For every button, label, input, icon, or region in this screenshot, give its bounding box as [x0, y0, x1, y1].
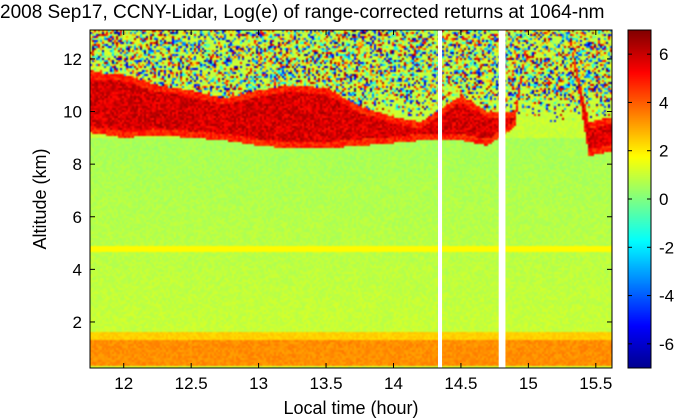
x-tick-label: 12.5: [175, 374, 208, 393]
x-tick-label: 13.5: [309, 374, 342, 393]
y-tick-label: 6: [73, 208, 82, 227]
x-tick-label: 14.5: [444, 374, 477, 393]
data-gap: [498, 30, 506, 368]
y-tick-label: 8: [73, 155, 82, 174]
colorbar-tick-label: -2: [659, 238, 674, 257]
y-axis-label: Altitude (km): [30, 148, 50, 249]
plot-area: 12 12.5 13 13.5 14 14.5 15 15.5 2 4 6 8 10 12 Local …: [30, 29, 613, 418]
x-tick-label: 14: [384, 374, 403, 393]
x-tick-label: 15.5: [579, 374, 612, 393]
colorbar-tick-label: 0: [659, 190, 668, 209]
y-tick-label: 10: [63, 103, 82, 122]
x-tick-label: 12: [114, 374, 133, 393]
heatmap-image: [90, 30, 612, 368]
colorbar-tick-label: 2: [659, 142, 668, 161]
y-tick-label: 12: [63, 50, 82, 69]
data-gap: [438, 30, 443, 368]
colorbar: 6 4 2 0 -2 -4 -6: [627, 29, 674, 369]
colorbar-tick-label: -4: [659, 287, 674, 306]
colorbar-gradient: [628, 30, 651, 368]
x-axis-label: Local time (hour): [283, 398, 418, 418]
chart-title: 2008 Sep17, CCNY-Lidar, Log(e) of range-…: [0, 2, 605, 23]
colorbar-tick-label: -6: [659, 335, 674, 354]
colorbar-tick-label: 6: [659, 45, 668, 64]
y-tick-label: 2: [73, 313, 82, 332]
plot-frame: [89, 29, 613, 369]
data-gaps: [438, 30, 506, 368]
x-tick-label: 15: [519, 374, 538, 393]
x-axis: 12 12.5 13 13.5 14 14.5 15 15.5: [114, 30, 612, 393]
y-axis: 2 4 6 8 10 12: [63, 50, 612, 332]
x-tick-label: 13: [249, 374, 268, 393]
y-tick-label: 4: [73, 260, 82, 279]
colorbar-tick-label: 4: [659, 93, 668, 112]
colorbar-ticks: 6 4 2 0 -2 -4 -6: [628, 45, 674, 354]
